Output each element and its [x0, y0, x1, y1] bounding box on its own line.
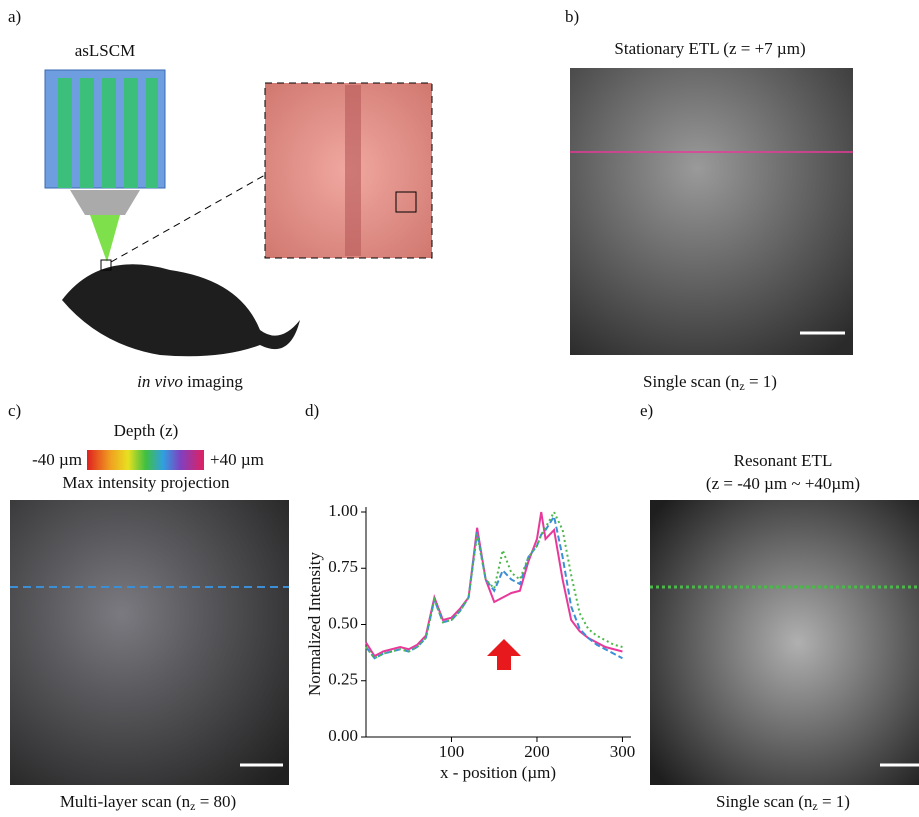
y-tick-label: 0.50	[328, 613, 358, 632]
caption-part: Single scan (n	[643, 372, 740, 391]
y-tick-label: 0.25	[328, 670, 358, 689]
caption-part: imaging	[183, 372, 243, 391]
colorbar-label: -40 µm	[32, 450, 82, 469]
x-tick-label: 100	[439, 742, 465, 761]
panel-label: a)	[8, 7, 21, 26]
caption-part: = 1)	[818, 792, 850, 811]
y-axis-label: Normalized Intensity	[305, 552, 324, 696]
subtitle: (z = -40 µm ~ +40µm)	[706, 474, 860, 493]
y-tick-label: 0.00	[328, 726, 358, 745]
caption-part: in vivo	[137, 372, 183, 391]
title: Resonant ETL	[734, 451, 833, 470]
caption: in vivo imaging	[137, 372, 243, 391]
microscope-illustration	[45, 70, 165, 262]
mouse-illustration	[62, 264, 300, 356]
colorbar-label: +40 µm	[210, 450, 264, 469]
x-tick-label: 300	[610, 742, 636, 761]
y-tick-label: 1.00	[328, 501, 358, 520]
vessel	[345, 85, 361, 256]
colorbar-title: Depth (z)	[114, 421, 179, 440]
arrow	[487, 639, 521, 670]
caption: Single scan (nz = 1)	[716, 792, 850, 813]
caption-part: Single scan (n	[716, 792, 813, 811]
image-projection	[10, 500, 289, 785]
caption: Single scan (nz = 1)	[643, 372, 777, 393]
caption-part: = 80)	[195, 792, 236, 811]
line-series	[366, 512, 622, 658]
panel-label: d)	[305, 401, 319, 420]
y-tick-label: 0.75	[328, 557, 358, 576]
panel-label: e)	[640, 401, 653, 420]
caption-part: Multi-layer scan (n	[60, 792, 191, 811]
x-tick-label: 200	[524, 742, 550, 761]
title: Stationary ETL (z = +7 µm)	[614, 39, 805, 58]
label: asLSCM	[75, 41, 135, 60]
x-axis-label: x - position (µm)	[440, 763, 556, 782]
image-stationary	[570, 68, 853, 355]
caption-part: = 1)	[745, 372, 777, 391]
figure: a) asLSCM in vivo imaging b) Stationary …	[0, 0, 919, 817]
colorbar	[87, 450, 204, 470]
panel-label: b)	[565, 7, 579, 26]
image-resonant	[650, 500, 919, 785]
subtitle: Max intensity projection	[62, 473, 230, 492]
caption: Multi-layer scan (nz = 80)	[60, 792, 236, 813]
panel-label: c)	[8, 401, 21, 420]
